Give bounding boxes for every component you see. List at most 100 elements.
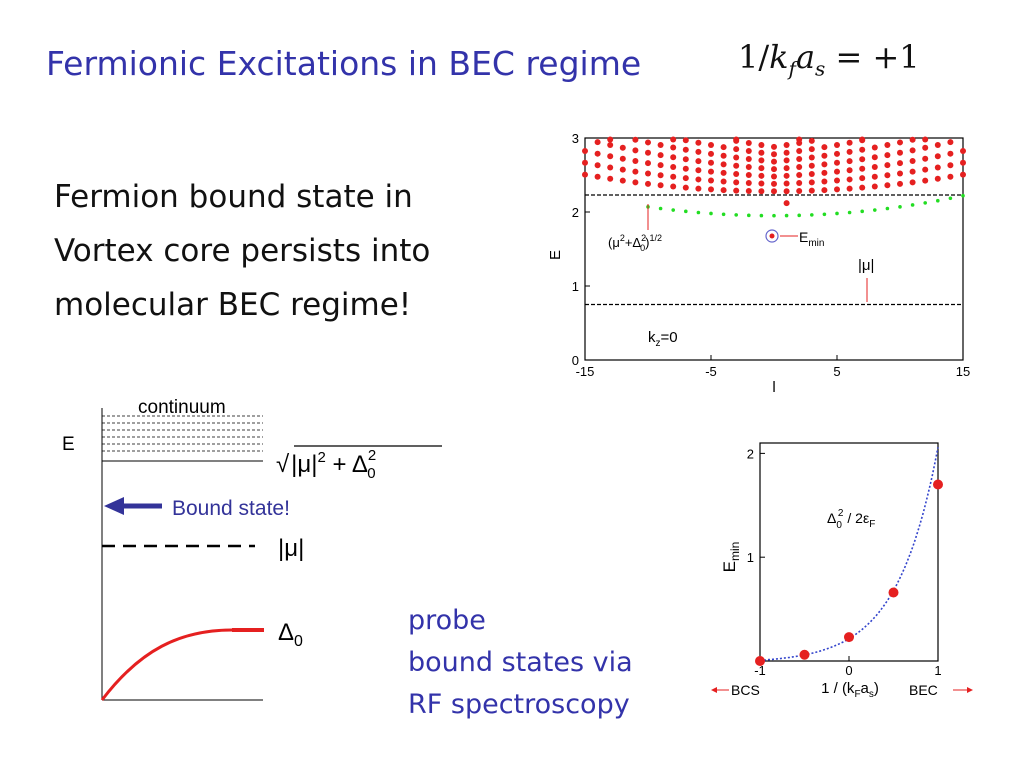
bound-state-point [658, 206, 663, 211]
continuum-point [771, 166, 777, 173]
continuum-point [632, 136, 639, 143]
eq-a-sub: s [815, 56, 826, 81]
chart1-ytick-label: 0 [572, 353, 579, 368]
continuum-point [934, 142, 941, 149]
continuum-point [695, 167, 702, 174]
chart1-emin-label: Emin [799, 229, 824, 249]
continuum-point [796, 172, 803, 178]
chart1-ytick-label: 1 [572, 279, 579, 294]
continuum-point [783, 149, 790, 156]
continuum-point [871, 154, 878, 161]
bound-state-point [696, 210, 701, 215]
continuum-point [720, 144, 727, 151]
continuum-point [846, 139, 853, 146]
continuum-point [884, 142, 891, 149]
continuum-point [846, 185, 853, 192]
chart2-ylabel: Emin [720, 542, 742, 573]
continuum-point [884, 162, 891, 169]
continuum-point [645, 170, 651, 177]
chart1-xtick-label: -5 [705, 364, 717, 379]
continuum-point [771, 173, 777, 180]
continuum-label: continuum [138, 397, 226, 418]
bound-state-point [873, 208, 877, 212]
continuum-point [922, 166, 929, 173]
continuum-point [834, 186, 840, 193]
continuum-point [846, 148, 853, 155]
continuum-point [645, 149, 651, 156]
continuum-point [909, 147, 916, 154]
continuum-point [594, 162, 601, 169]
continuum-point [632, 179, 639, 186]
bound-state-point [910, 203, 915, 207]
continuum-point [607, 136, 614, 143]
continuum-point [922, 155, 929, 162]
continuum-point [808, 137, 815, 144]
bound-state-point [898, 205, 902, 209]
continuum-point [960, 159, 966, 166]
bound-state-point [961, 193, 965, 198]
continuum-point [934, 175, 941, 182]
chart2-ticks: -1 0 1 1 2 [747, 446, 942, 678]
continuum-point [619, 155, 626, 162]
continuum-point [796, 187, 803, 194]
continuum-point [607, 153, 614, 160]
chart2-points [755, 479, 943, 666]
continuum-point [884, 182, 891, 189]
continuum-point [884, 152, 891, 159]
continuum-point [745, 187, 752, 194]
continuum-point [947, 173, 954, 180]
continuum-point [960, 147, 966, 154]
continuum-point [758, 157, 765, 164]
chart1-ylabel: E [547, 250, 564, 260]
continuum-point [771, 188, 777, 195]
continuum-point [758, 165, 765, 172]
bound-state-point [847, 210, 852, 215]
continuum-point [582, 171, 588, 178]
continuum-point [821, 161, 828, 168]
continuum-point [783, 172, 790, 179]
bound-state-point [885, 206, 890, 211]
continuum-point [834, 150, 840, 157]
bound-state-point [810, 213, 814, 217]
chart1-xtick-label: -15 [576, 364, 595, 379]
bound-state-point [721, 212, 726, 217]
probe-statement: probe bound states via RF spectroscopy [408, 600, 633, 726]
continuum-point [682, 175, 689, 182]
chart1-xtick-label: 5 [833, 364, 840, 379]
continuum-point [771, 151, 777, 158]
continuum-point [834, 168, 840, 175]
continuum-point [884, 172, 891, 179]
bcs-label: BCS [731, 682, 760, 698]
continuum-point [670, 136, 677, 143]
continuum-point [934, 164, 941, 171]
continuum-point [808, 179, 815, 186]
continuum-point [846, 158, 853, 165]
continuum-point [796, 179, 803, 186]
continuum-point [708, 177, 714, 184]
continuum-point [607, 142, 614, 149]
chart2-ytick-label: 2 [747, 446, 754, 461]
probe-line-3: RF spectroscopy [408, 689, 630, 720]
chart1-mu-label: |μ| [858, 257, 874, 274]
chart1-emin-point [769, 233, 775, 239]
continuum-point [670, 154, 677, 161]
continuum-point [720, 178, 727, 185]
chart2-xlabel: 1 / (kFas) [821, 680, 879, 700]
bound-state-point [772, 213, 776, 218]
chart1-ytick-label: 3 [572, 131, 579, 146]
chart1-ytick-label: 2 [572, 205, 579, 220]
energy-level-diagram: continuum E √|μ|2 + Δ2 0 Bound state! |μ|… [62, 397, 442, 701]
energy-spectrum-chart: -15 -5 5 15 0 1 2 3 E l (μ2+Δ2 0)1/2 Emin |μ| kz… [547, 131, 970, 395]
continuum-point [582, 159, 588, 166]
continuum-point [695, 148, 702, 155]
continuum-point [708, 168, 714, 175]
continuum-point [745, 164, 752, 171]
continuum-point [758, 149, 765, 156]
continuum-point [909, 168, 916, 175]
continuum-point [808, 187, 815, 194]
continuum-point [695, 158, 702, 165]
continuum-point [733, 154, 740, 161]
continuum-point [594, 150, 601, 157]
mu-label: |μ| [278, 535, 304, 562]
continuum-point [645, 160, 651, 167]
